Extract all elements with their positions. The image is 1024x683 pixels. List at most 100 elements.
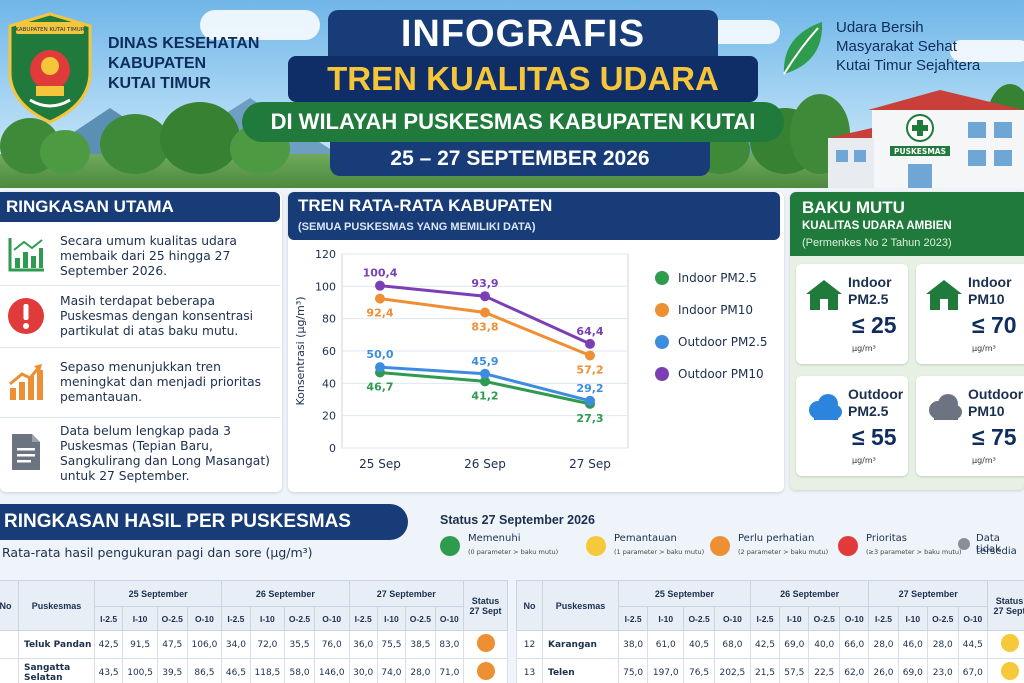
summary-text: Masih terdapat beberapa Puskesmas dengan…	[60, 294, 254, 338]
row-value: 57,5	[779, 658, 810, 683]
row-value: 106,0	[186, 630, 223, 659]
col-date: 26 September	[221, 580, 350, 607]
col-puskesmas: Puskesmas	[18, 580, 95, 631]
y-tick-label: 120	[315, 248, 336, 261]
summary-item: Masih terdapat beberapa Puskesmas dengan…	[0, 288, 280, 348]
col-param: O-2.5	[926, 606, 959, 631]
legend-dot-perlu-perhatian	[710, 536, 730, 556]
row-no	[0, 630, 19, 659]
building-sign: PUSKESMAS	[894, 147, 946, 156]
row-value: 76,5	[683, 658, 715, 683]
legend-name: Pemantauan	[614, 533, 677, 544]
col-date: 25 September	[618, 580, 751, 607]
summary-item: Secara umum kualitas udara membaik dari …	[0, 226, 280, 286]
y-tick-label: 100	[315, 280, 336, 293]
cloud-decoration	[200, 10, 320, 40]
data-point	[375, 362, 385, 373]
col-date: 27 September	[348, 580, 465, 607]
summary-item: Sepaso menunjukkan tren meningkat dan me…	[0, 350, 280, 418]
table-row: 12 Karangan 38,0 61,0 40,5 68,0 42,5 69,0 40,0 66…	[516, 630, 1024, 659]
standard-label: Indoor PM2.5	[848, 274, 892, 307]
col-status: Status 27 Sept	[463, 580, 508, 631]
row-value: 47,5	[156, 630, 188, 659]
data-label: 29,2	[576, 382, 603, 395]
summary-title: RINGKASAN UTAMA	[0, 192, 280, 222]
trend-line-chart: 0 20 40 60 80 100 120 25 Sep 26 Sep 27 Sep Konsent…	[294, 248, 767, 471]
col-param: O-2.5	[683, 606, 715, 631]
logo-text: KABUPATEN KUTAI TIMUR	[15, 27, 84, 33]
col-no: No	[516, 580, 543, 631]
standard-label: Outdoor PM2.5	[848, 386, 904, 419]
legend-desc: (2 parameter > baku mutu)	[738, 548, 829, 556]
standard-header: BAKU MUTU KUALITAS UDARA AMBIEN (Permenk…	[790, 192, 1024, 256]
row-value: 46,0	[897, 630, 928, 659]
row-value: 44,5	[957, 630, 989, 659]
row-value: 118,5	[249, 658, 286, 683]
col-param: I-2.5	[617, 606, 649, 631]
row-puskesmas: Karangan	[542, 630, 619, 659]
standard-label: Indoor PM10	[968, 274, 1012, 307]
legend-marker	[655, 303, 669, 317]
row-value: 75,0	[617, 658, 649, 683]
legend-dot-pemantauan	[586, 536, 606, 556]
col-param: I-10	[376, 606, 407, 631]
data-label: 64,4	[576, 325, 603, 338]
row-status	[987, 658, 1024, 683]
standard-card-indoor-pm10: Indoor PM10 ≤ 70 µg/m³	[916, 264, 1024, 364]
col-param: I-10	[647, 606, 685, 631]
tree-decoration	[160, 102, 240, 174]
row-value: 72,0	[249, 630, 286, 659]
summary-text: Data belum lengkap pada 3 Puskesmas (Tep…	[60, 424, 270, 483]
y-tick-label: 20	[322, 410, 336, 423]
standard-note: (Permenkes No 2 Tahun 2023)	[802, 237, 952, 249]
row-value: 68,0	[713, 630, 751, 659]
col-param: O-2.5	[156, 606, 188, 631]
data-point	[375, 293, 385, 304]
standard-value: ≤ 70	[972, 312, 1017, 338]
data-point	[375, 280, 385, 291]
trend-panel: TREN RATA-RATA KABUPATEN (SEMUA PUSKESMA…	[288, 192, 784, 492]
standard-unit: µg/m³	[972, 456, 996, 465]
legend-label: Indoor PM10	[678, 303, 753, 317]
data-point	[480, 307, 490, 318]
col-param: I-2.5	[868, 606, 899, 631]
row-value: 30,0	[348, 658, 378, 683]
x-tick-label: 25 Sep	[359, 457, 401, 471]
legend-label: Outdoor PM10	[678, 367, 764, 381]
legend-dot-no-data	[958, 538, 970, 550]
row-value: 42,5	[749, 630, 781, 659]
legend-dot-memenuhi	[440, 536, 460, 556]
row-value: 34,0	[221, 630, 251, 659]
standard-card-indoor-pm25: Indoor PM2.5 ≤ 25 µg/m³	[796, 264, 908, 364]
data-label: 46,7	[366, 381, 393, 394]
slogan-line: Kutai Timur Sejahtera	[836, 57, 981, 74]
summary-panel: RINGKASAN UTAMA Secara umum kualitas uda…	[0, 192, 282, 492]
results-table-left: No Puskesmas 25 September 26 September 27 Se…	[0, 580, 508, 683]
slogan: Udara Bersih Masyarakat Sehat Kutai Timu…	[836, 18, 1024, 75]
data-label: 50,0	[366, 348, 393, 361]
kutai-timur-logo: KABUPATEN KUTAI TIMUR	[8, 12, 92, 124]
data-point	[585, 350, 595, 361]
legend-desc: tersedia	[976, 546, 1017, 557]
agency-line: KUTAI TIMUR	[108, 75, 211, 92]
row-no: 13	[516, 658, 543, 683]
trend-title: TREN RATA-RATA KABUPATEN	[298, 196, 553, 215]
rising-bars-icon	[9, 364, 43, 400]
data-label: 92,4	[366, 307, 393, 320]
col-no: No	[0, 580, 19, 631]
col-param: O-10	[186, 606, 223, 631]
cloud-icon	[929, 394, 962, 420]
row-value: 62,0	[839, 658, 870, 683]
trend-chart-icon	[8, 238, 44, 272]
row-value: 146,0	[313, 658, 350, 683]
status-legend-title: Status 27 September 2026	[440, 513, 595, 527]
row-value: 46,5	[221, 658, 251, 683]
col-param: I-2.5	[93, 606, 124, 631]
col-date: 25 September	[93, 580, 223, 607]
col-puskesmas: Puskesmas	[542, 580, 619, 631]
row-value: 66,0	[839, 630, 870, 659]
row-value: 61,0	[647, 630, 685, 659]
legend-desc: (1 parameter > baku mutu)	[614, 548, 705, 556]
slogan-line: Udara Bersih	[836, 19, 924, 36]
row-value: 202,5	[713, 658, 751, 683]
